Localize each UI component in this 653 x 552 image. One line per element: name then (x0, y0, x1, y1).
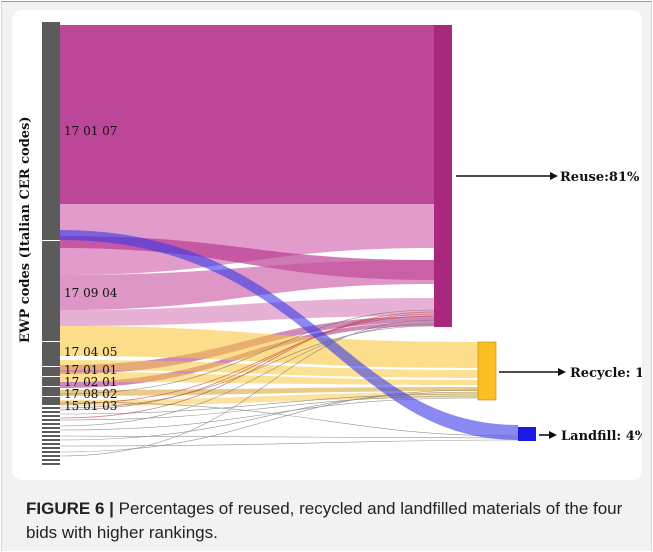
caption-label: FIGURE 6 | (26, 499, 114, 518)
source-label: 17 01 01 (64, 363, 117, 377)
node-landfill (518, 427, 536, 441)
minor-source-node (42, 447, 60, 449)
minor-source-node (42, 443, 60, 445)
node-15-01-03 (42, 397, 60, 405)
minor-link (59, 439, 519, 447)
node-reuse (434, 25, 452, 327)
node-17-02-01 (42, 377, 60, 386)
minor-source-node (42, 407, 60, 409)
minor-link (59, 319, 435, 457)
source-label: 17 08 02 (64, 387, 117, 401)
minor-source-node (42, 411, 60, 413)
landfill-label: Landfill: 4% (561, 429, 642, 444)
reuse-arrowhead (550, 172, 558, 180)
reuse-label: Reuse:81% (560, 170, 640, 185)
link-17-09-04-reuse-a (60, 204, 434, 275)
minor-source-node (42, 439, 60, 441)
source-label: 17 02 01 (64, 375, 117, 389)
minor-link (59, 315, 435, 405)
minor-source-node (42, 419, 60, 421)
minor-link (59, 313, 435, 411)
node-17-01-07 (42, 22, 60, 240)
node-17-09-04 (42, 241, 60, 341)
node-recycle (477, 341, 497, 401)
minor-source-node (42, 431, 60, 433)
minor-source-node (42, 463, 60, 465)
node-17-01-01 (42, 367, 60, 376)
minor-source-node (42, 423, 60, 425)
node-17-08-02 (42, 387, 60, 396)
landfill-arrowhead (549, 431, 557, 439)
minor-link (59, 325, 435, 409)
minor-link (59, 323, 435, 427)
minor-source-node (42, 427, 60, 429)
source-label: 17 09 04 (64, 286, 118, 300)
link-17-09-04-reuse-d (60, 298, 434, 326)
minor-link (59, 401, 519, 437)
recycle-arrowhead (558, 368, 566, 376)
sankey-diagram: Reuse:81% Recycle: 15% Landfill: 4% 17 0… (18, 22, 642, 465)
caption-text: Percentages of reused, recycled and land… (26, 499, 623, 542)
link-17-01-07-reuse (60, 25, 434, 204)
source-label: 15 01 03 (64, 399, 117, 413)
minor-links-red (59, 311, 435, 419)
source-bar (42, 22, 60, 465)
source-labels: 17 01 07 17 09 04 17 04 05 17 01 01 17 0… (64, 124, 118, 413)
minor-link (59, 311, 435, 419)
link-17-04-05-recycle (60, 326, 478, 368)
source-label: 17 01 07 (64, 124, 117, 138)
recycle-label: Recycle: 15% (570, 366, 642, 381)
minor-source-node (42, 459, 60, 461)
source-label: 17 04 05 (64, 345, 117, 359)
minor-source-nodes (42, 407, 60, 465)
minor-link (59, 309, 435, 395)
node-17-04-05 (42, 342, 60, 366)
link-small-recycle (60, 392, 478, 406)
target-arrows (456, 172, 566, 439)
axis-label: EWP codes (Italian CER codes) (18, 116, 33, 343)
minor-source-node (42, 451, 60, 453)
figure-caption: FIGURE 6 | Percentages of reused, recycl… (26, 497, 626, 545)
minor-source-node (42, 415, 60, 417)
figure-panel: Reuse:81% Recycle: 15% Landfill: 4% 17 0… (12, 10, 642, 480)
minor-source-node (42, 455, 60, 457)
minor-source-node (42, 435, 60, 437)
